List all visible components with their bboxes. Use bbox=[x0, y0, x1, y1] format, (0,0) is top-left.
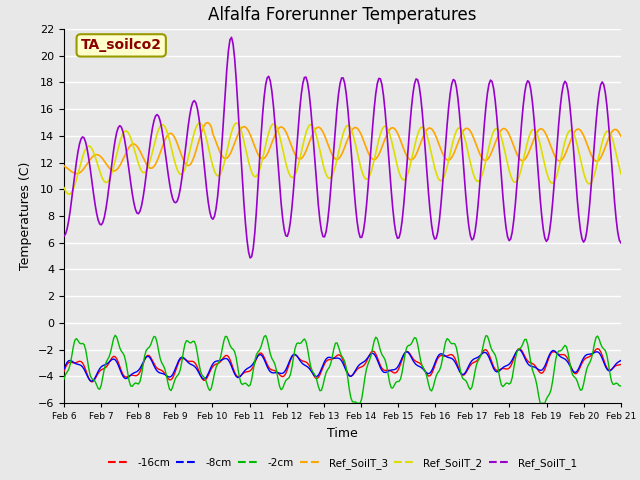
Legend: -16cm, -8cm, -2cm, Ref_SoilT_3, Ref_SoilT_2, Ref_SoilT_1: -16cm, -8cm, -2cm, Ref_SoilT_3, Ref_Soil… bbox=[104, 454, 581, 473]
Title: Alfalfa Forerunner Temperatures: Alfalfa Forerunner Temperatures bbox=[208, 6, 477, 24]
Y-axis label: Temperatures (C): Temperatures (C) bbox=[19, 162, 32, 270]
Text: TA_soilco2: TA_soilco2 bbox=[81, 38, 162, 52]
X-axis label: Time: Time bbox=[327, 427, 358, 440]
